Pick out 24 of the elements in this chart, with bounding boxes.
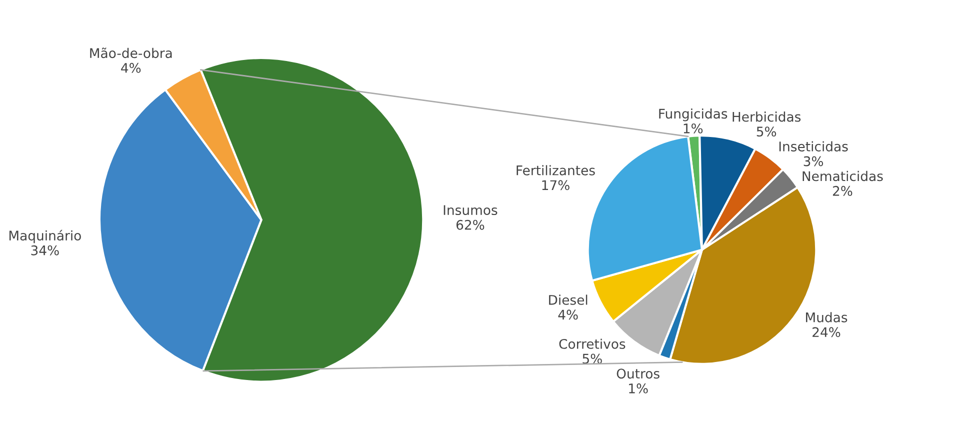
data-label: 4% [558, 310, 578, 320]
slice-label: Outros [616, 368, 660, 379]
slice-label: Maquinário [9, 230, 81, 244]
data-label: 17% [542, 180, 570, 190]
slice-label: Insumos [444, 205, 498, 216]
slice-label: Mão-de-obra [90, 48, 172, 58]
slice-label: Herbicidas [732, 112, 801, 122]
slice-label: Inseticidas [779, 141, 848, 152]
data-label: 2% [832, 186, 852, 196]
slice-label: Fertilizantes [516, 165, 595, 176]
slice-label: Diesel [549, 294, 588, 305]
data-label: 5% [582, 354, 602, 364]
data-label: 34% [31, 245, 59, 256]
slice-label: Nematicidas [802, 170, 883, 182]
data-label: 62% [456, 220, 484, 230]
data-label: 1% [629, 383, 648, 394]
slice-label: Fungicidas [659, 108, 728, 122]
data-label: 1% [684, 123, 703, 134]
data-label: 3% [804, 156, 824, 166]
data-label: 5% [756, 126, 776, 137]
slice-label: Corretivos [559, 338, 626, 349]
data-label: 24% [812, 327, 840, 338]
slice-label: Mudas [806, 312, 848, 322]
data-label: 4% [121, 62, 141, 73]
